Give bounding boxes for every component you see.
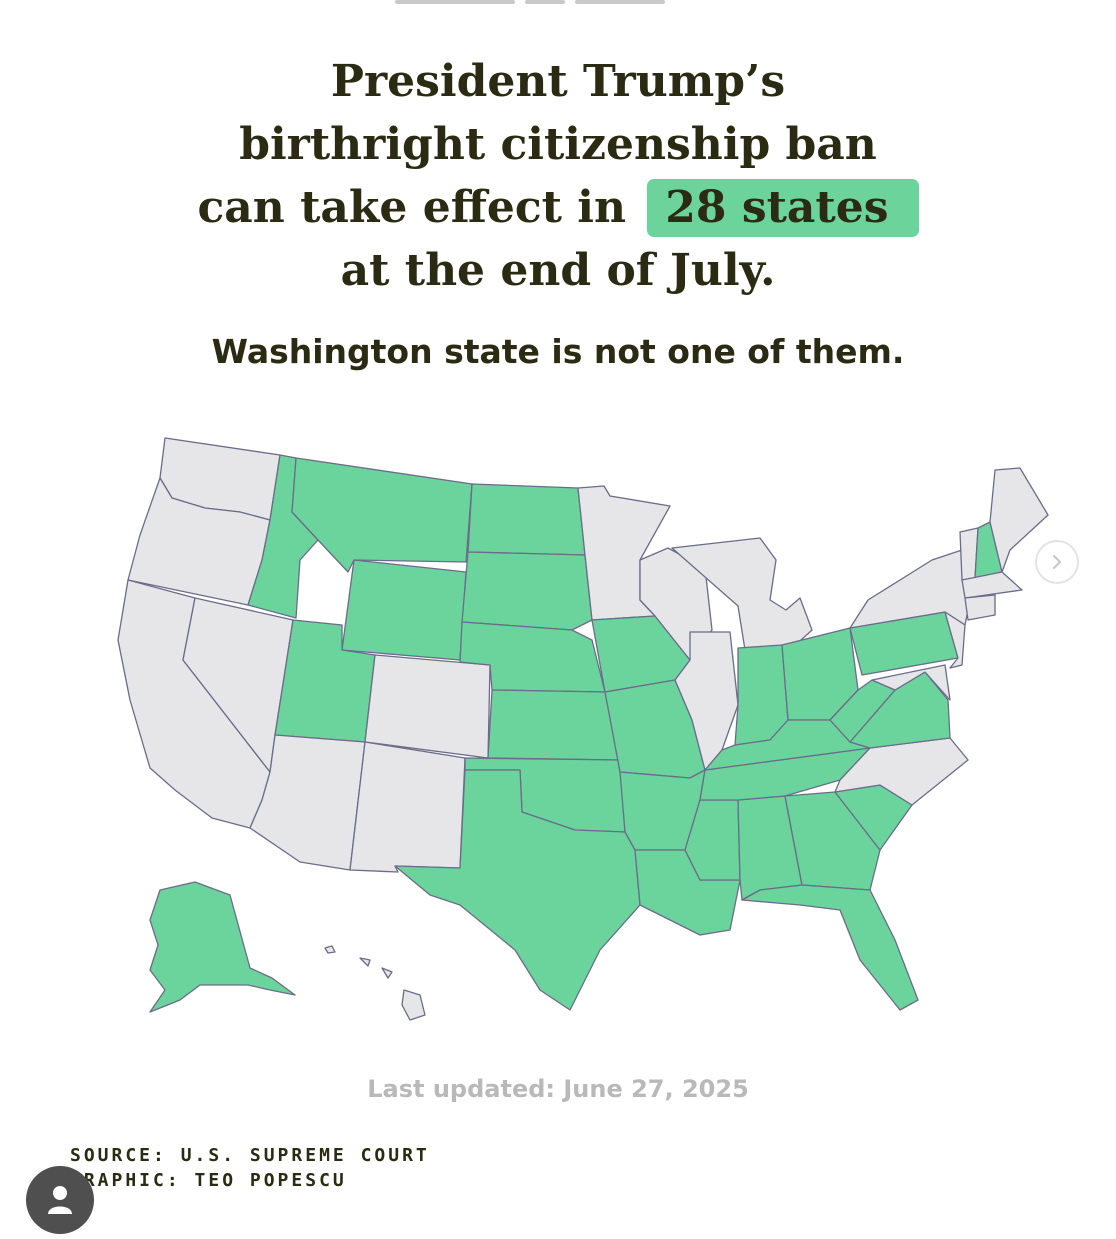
headline-line-3-text: can take effect in: [197, 182, 626, 233]
avatar[interactable]: [26, 1166, 94, 1234]
chevron-right-icon: [1052, 554, 1062, 570]
state-MI: [671, 537, 813, 651]
previous-content-edge: [395, 0, 725, 6]
subheadline: Washington state is not one of them.: [211, 332, 905, 371]
user-icon: [48, 1186, 72, 1214]
state-MD: [871, 664, 951, 701]
last-updated: Last updated: June 27, 2025: [367, 1075, 749, 1103]
state-FL: [741, 884, 919, 1011]
state-KS: [487, 689, 621, 761]
state-HI: [324, 945, 426, 1021]
source-credit: SOURCE: U.S. SUPREME COURT: [70, 1145, 430, 1166]
graphic-credit: GRAPHIC: TEO POPESCU: [70, 1170, 347, 1191]
state-NM: [349, 741, 466, 873]
state-GA: [784, 791, 881, 891]
state-AK: [149, 881, 296, 1013]
headline-line-1: President Trump’s: [330, 56, 786, 107]
credits: SOURCE: U.S. SUPREME COURT GRAPHIC: TEO …: [70, 1143, 430, 1193]
state-NJ: [944, 611, 966, 669]
state-MT: [291, 457, 473, 573]
state-ND: [467, 483, 586, 556]
state-CT: [964, 594, 996, 621]
state-MA: [961, 571, 1023, 599]
state-SD: [461, 551, 593, 631]
headline-line-4: at the end of July.: [340, 245, 776, 296]
headline: President Trump’s birthright citizenship…: [0, 50, 1116, 302]
headline-line-3: can take effect in 28 states: [0, 176, 1116, 239]
state-TX: [394, 769, 641, 1011]
next-slide-button[interactable]: [1035, 540, 1079, 584]
state-CO: [364, 654, 491, 759]
headline-line-2: birthright citizenship ban: [239, 119, 877, 170]
state-count-highlight: 28 states: [647, 179, 919, 237]
us-states-map: [117, 437, 1049, 1021]
state-WY: [341, 559, 467, 661]
